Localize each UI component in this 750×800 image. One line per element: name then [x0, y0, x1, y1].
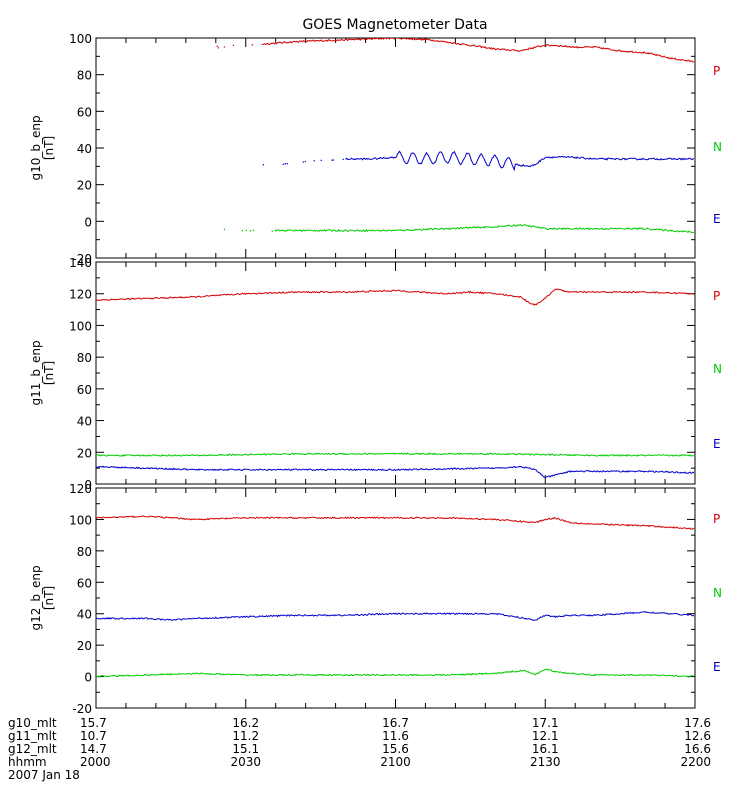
footer-tick-label: 2000 — [80, 755, 111, 769]
y-tick-label: -20 — [72, 252, 92, 266]
series-line-p — [96, 515, 695, 530]
y-tick-label: 80 — [77, 545, 92, 559]
y-axis-label: g12_b_enp — [29, 565, 43, 630]
y-tick-label: 100 — [69, 513, 92, 527]
series-group — [96, 515, 695, 678]
y-axis-units: [nT] — [42, 136, 56, 160]
y-tick-label: 40 — [77, 415, 92, 429]
y-tick-label: 0 — [84, 478, 92, 492]
footer-tick-label: 12.1 — [532, 729, 559, 743]
y-tick-label: 80 — [77, 351, 92, 365]
footer-row-label: g12_mlt — [8, 742, 57, 756]
y-tick-label: 100 — [69, 32, 92, 46]
panel-frame — [95, 261, 696, 485]
footer-row-label: hhmm — [8, 755, 47, 769]
y-tick-label: 120 — [69, 482, 92, 496]
legend-p: P — [713, 512, 720, 526]
series-line-blue — [96, 465, 695, 479]
footer-tick-label: 16.1 — [532, 742, 559, 756]
y-tick-label: 60 — [77, 576, 92, 590]
legend-e: E — [713, 437, 721, 451]
y-tick-label: -20 — [72, 702, 92, 716]
footer-tick-label: 10.7 — [80, 729, 107, 743]
series-line-p — [96, 288, 695, 306]
y-tick-label: 120 — [69, 288, 92, 302]
series-line-p — [261, 38, 694, 63]
legend-e: E — [713, 212, 721, 226]
y-tick-label: 0 — [84, 671, 92, 685]
legend-e: E — [713, 660, 721, 674]
panel-2: 0 20 40 60 80 100 120 140 g11_b_enp [nT] P N E — [29, 256, 722, 492]
footer-tick-label: 2130 — [530, 755, 561, 769]
y-tick-label: 100 — [69, 319, 92, 333]
legend-n: N — [713, 362, 722, 376]
y-tick-label: 20 — [77, 179, 92, 193]
series-line-green — [275, 223, 695, 234]
series-group — [96, 288, 695, 479]
series-line-green — [96, 452, 694, 457]
series-line-blue — [96, 611, 695, 621]
footer-row-label: g11_mlt — [8, 729, 57, 743]
series-line-green — [96, 668, 695, 678]
footer-tick-label: 12.6 — [684, 729, 711, 743]
legend-n: N — [713, 140, 722, 154]
series-line-blue — [345, 150, 694, 172]
legend-p: P — [713, 289, 720, 303]
footer-tick-label: 17.1 — [532, 716, 559, 730]
y-axis-units: [nT] — [42, 361, 56, 385]
y-tick-label: 20 — [77, 639, 92, 653]
y-axis-units: [nT] — [42, 586, 56, 610]
y-tick-label: 60 — [77, 383, 92, 397]
y-tick-label: 0 — [84, 215, 92, 229]
y-tick-label: 80 — [77, 69, 92, 83]
footer-tick-label: 15.6 — [382, 742, 409, 756]
y-axis-label: g11_b_enp — [29, 340, 43, 405]
y-tick-label: 20 — [77, 446, 92, 460]
footer-tick-label: 16.2 — [232, 716, 259, 730]
footer-tick-label: 11.6 — [382, 729, 409, 743]
panel-3: -20 0 20 40 60 80 100 120 g12_b_enp [nT] P N E — [29, 482, 722, 716]
footer-tick-label: 15.1 — [232, 742, 259, 756]
y-tick-label: 140 — [69, 256, 92, 270]
y-axis-label: g10_b_enp — [29, 115, 43, 180]
legend-p: P — [713, 64, 720, 78]
chart-title: GOES Magnetometer Data — [302, 17, 487, 33]
y-tick-label: 60 — [77, 105, 92, 119]
series-line-green-sparse — [223, 228, 276, 232]
date-label: 2007 Jan 18 — [8, 768, 80, 782]
footer-tick-label: 2200 — [680, 755, 711, 769]
series-line-p-sparse — [216, 44, 253, 49]
footer-row-label: g10_mlt — [8, 716, 57, 730]
panel-1: -20 0 20 40 60 80 100 g10_b_enp [nT] P N E — [29, 32, 722, 266]
footer-tick-label: 15.7 — [80, 716, 107, 730]
time-axis-footer: g10_mlt 15.7 16.2 16.7 17.1 17.6 g11_mlt 10.7 11… — [8, 716, 711, 769]
footer-tick-label: 2100 — [380, 755, 411, 769]
footer-tick-label: 2030 — [230, 755, 261, 769]
footer-tick-label: 17.6 — [684, 716, 711, 730]
series-group — [216, 38, 695, 234]
panel-frame — [95, 37, 696, 259]
legend-n: N — [713, 586, 722, 600]
footer-tick-label: 16.6 — [684, 742, 711, 756]
y-tick-label: 40 — [77, 608, 92, 622]
footer-tick-label: 16.7 — [382, 716, 409, 730]
footer-tick-label: 11.2 — [232, 729, 259, 743]
series-line-blue-sparse — [262, 158, 344, 166]
y-tick-label: 40 — [77, 142, 92, 156]
footer-tick-label: 14.7 — [80, 742, 107, 756]
